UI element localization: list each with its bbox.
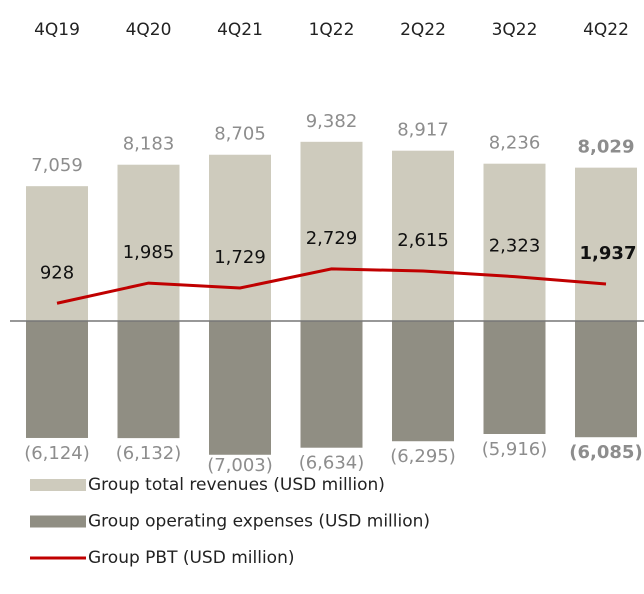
bar bbox=[26, 186, 88, 321]
value-label: 9,382 bbox=[306, 111, 358, 132]
bar bbox=[575, 321, 637, 438]
value-label: (6,634) bbox=[299, 453, 365, 474]
value-label: (5,916) bbox=[482, 439, 548, 460]
category-label: 2Q22 bbox=[400, 20, 446, 40]
legend-swatch bbox=[30, 479, 86, 491]
category-label: 4Q22 bbox=[583, 20, 629, 40]
bar bbox=[392, 150, 454, 321]
legend-label: Group total revenues (USD million) bbox=[88, 475, 385, 495]
bar bbox=[483, 321, 546, 434]
value-label: (6,132) bbox=[116, 443, 182, 464]
bar bbox=[117, 321, 180, 439]
legend-label: Group operating expenses (USD million) bbox=[88, 512, 430, 532]
value-label: (6,295) bbox=[390, 446, 456, 467]
bar bbox=[392, 321, 454, 442]
bar bbox=[26, 321, 88, 438]
bar bbox=[300, 141, 363, 321]
value-label: 7,059 bbox=[31, 155, 83, 176]
category-label: 4Q21 bbox=[217, 20, 263, 40]
category-label: 1Q22 bbox=[309, 20, 355, 40]
line-label: 1,937 bbox=[580, 243, 637, 264]
line-label: 2,323 bbox=[489, 236, 541, 257]
category-label: 3Q22 bbox=[492, 20, 538, 40]
legend-swatch bbox=[30, 515, 86, 528]
bar bbox=[300, 321, 363, 448]
line-label: 2,615 bbox=[397, 230, 449, 251]
value-label: (6,124) bbox=[24, 443, 90, 464]
category-label: 4Q20 bbox=[126, 20, 172, 40]
category-label: 4Q19 bbox=[34, 20, 80, 40]
bar bbox=[209, 154, 271, 321]
line-label: 1,729 bbox=[214, 247, 266, 268]
line-label: 2,729 bbox=[306, 228, 358, 249]
bar bbox=[575, 167, 637, 321]
bar bbox=[483, 163, 546, 321]
pbt-line bbox=[56, 267, 607, 305]
value-label: 8,183 bbox=[123, 134, 175, 155]
value-label: 8,917 bbox=[397, 120, 449, 141]
value-label: (6,085) bbox=[569, 442, 642, 463]
value-label: 8,236 bbox=[489, 133, 541, 154]
line-label: 1,985 bbox=[123, 242, 175, 263]
value-label: 8,029 bbox=[578, 137, 635, 158]
line-label: 928 bbox=[40, 262, 74, 283]
bar bbox=[117, 164, 180, 321]
legend-label: Group PBT (USD million) bbox=[88, 548, 294, 568]
bar bbox=[209, 321, 271, 455]
value-label: 8,705 bbox=[214, 124, 266, 145]
value-label: (7,003) bbox=[207, 455, 273, 476]
